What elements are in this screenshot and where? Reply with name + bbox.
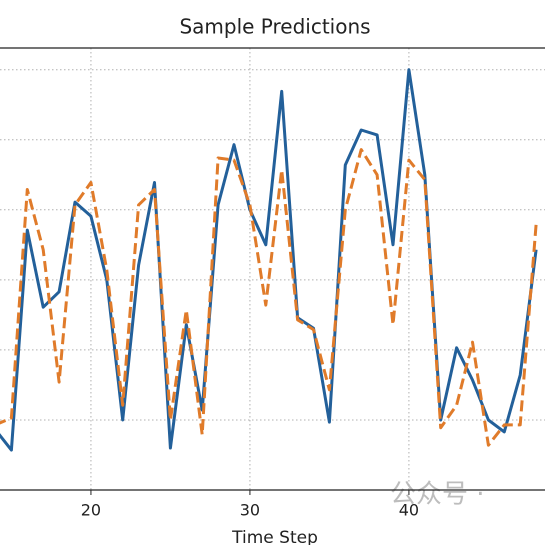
x-axis-label: Time Step [231, 528, 318, 545]
x-tick-label: 40 [399, 501, 419, 520]
x-tick-label: 20 [81, 501, 101, 520]
series-line [0, 148, 538, 447]
series-line [0, 68, 538, 452]
chart-title: Sample Predictions [179, 15, 370, 39]
watermark: 公众号 · [390, 480, 485, 510]
plot-area [0, 48, 545, 490]
x-tick-label: 30 [240, 501, 260, 520]
